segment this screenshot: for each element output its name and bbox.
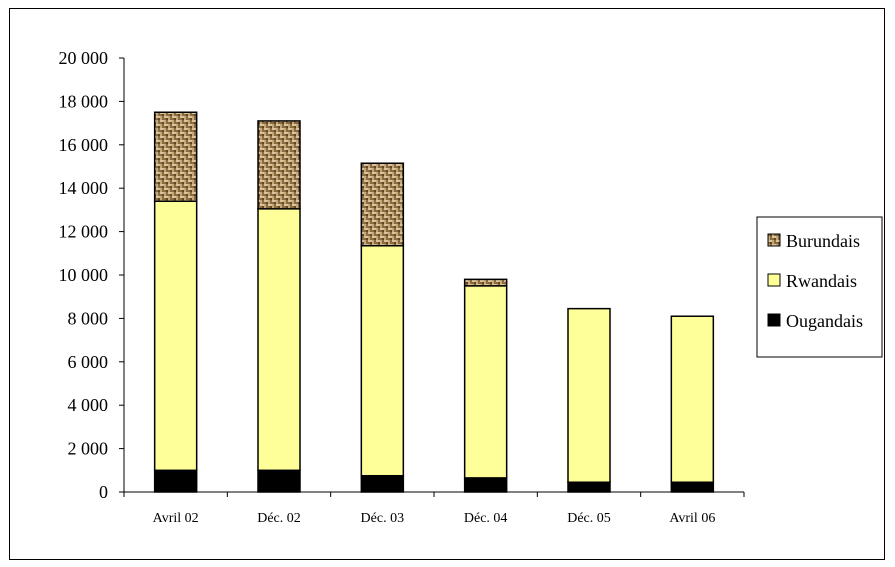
legend-label-ougandais: Ougandais bbox=[786, 311, 863, 331]
legend: Burundais Rwandais Ougandais bbox=[756, 216, 883, 358]
bar-ougandais-4 bbox=[567, 481, 611, 493]
bar-rwandais-5 bbox=[670, 315, 715, 483]
bar-burundais-0 bbox=[153, 111, 198, 202]
x-tick-label: Déc. 05 bbox=[567, 511, 611, 526]
x-tick-label: Avril 06 bbox=[669, 511, 715, 526]
y-tick-label: 18 000 bbox=[59, 91, 109, 111]
bar-ougandais-2 bbox=[360, 474, 405, 493]
legend-swatch-burundais bbox=[767, 233, 781, 247]
y-tick-label: 10 000 bbox=[59, 265, 109, 285]
bar-rwandais-1 bbox=[257, 208, 301, 472]
y-tick-label: 6 000 bbox=[68, 352, 109, 372]
bar-rwandais-0 bbox=[153, 200, 198, 472]
x-tick-label: Avril 02 bbox=[153, 511, 199, 526]
y-tick-label: 2 000 bbox=[68, 439, 109, 459]
x-tick-label: Déc. 04 bbox=[464, 511, 508, 526]
bar-rwandais-3 bbox=[463, 285, 508, 479]
legend-label-rwandais: Rwandais bbox=[786, 271, 857, 291]
y-tick-label: 0 bbox=[99, 482, 108, 502]
bar-burundais-3 bbox=[463, 278, 508, 287]
y-tick-label: 20 000 bbox=[59, 48, 109, 68]
bar-ougandais-3 bbox=[463, 477, 508, 493]
bars bbox=[153, 111, 715, 493]
legend-swatch-rwandais bbox=[767, 273, 781, 287]
axes: 0 2 000 4 000 6 000 8 000 10 000 12 000 14 000 1… bbox=[59, 48, 745, 526]
legend-label-burundais: Burundais bbox=[786, 231, 860, 251]
y-tick-label: 16 000 bbox=[59, 135, 109, 155]
y-tick-label: 14 000 bbox=[59, 178, 109, 198]
x-tick-label: Déc. 02 bbox=[257, 511, 301, 526]
x-tick-label: Déc. 03 bbox=[361, 511, 405, 526]
bar-burundais-2 bbox=[360, 162, 405, 247]
y-tick-label: 12 000 bbox=[59, 222, 109, 242]
bar-rwandais-2 bbox=[360, 244, 405, 477]
y-tick-label: 4 000 bbox=[68, 395, 109, 415]
y-tick-label: 8 000 bbox=[68, 308, 109, 328]
legend-swatch-ougandais bbox=[767, 313, 781, 327]
bar-ougandais-0 bbox=[153, 469, 198, 493]
bar-rwandais-4 bbox=[567, 307, 611, 483]
bar-ougandais-1 bbox=[257, 469, 301, 493]
bar-burundais-1 bbox=[257, 120, 301, 210]
bar-ougandais-5 bbox=[670, 481, 715, 493]
